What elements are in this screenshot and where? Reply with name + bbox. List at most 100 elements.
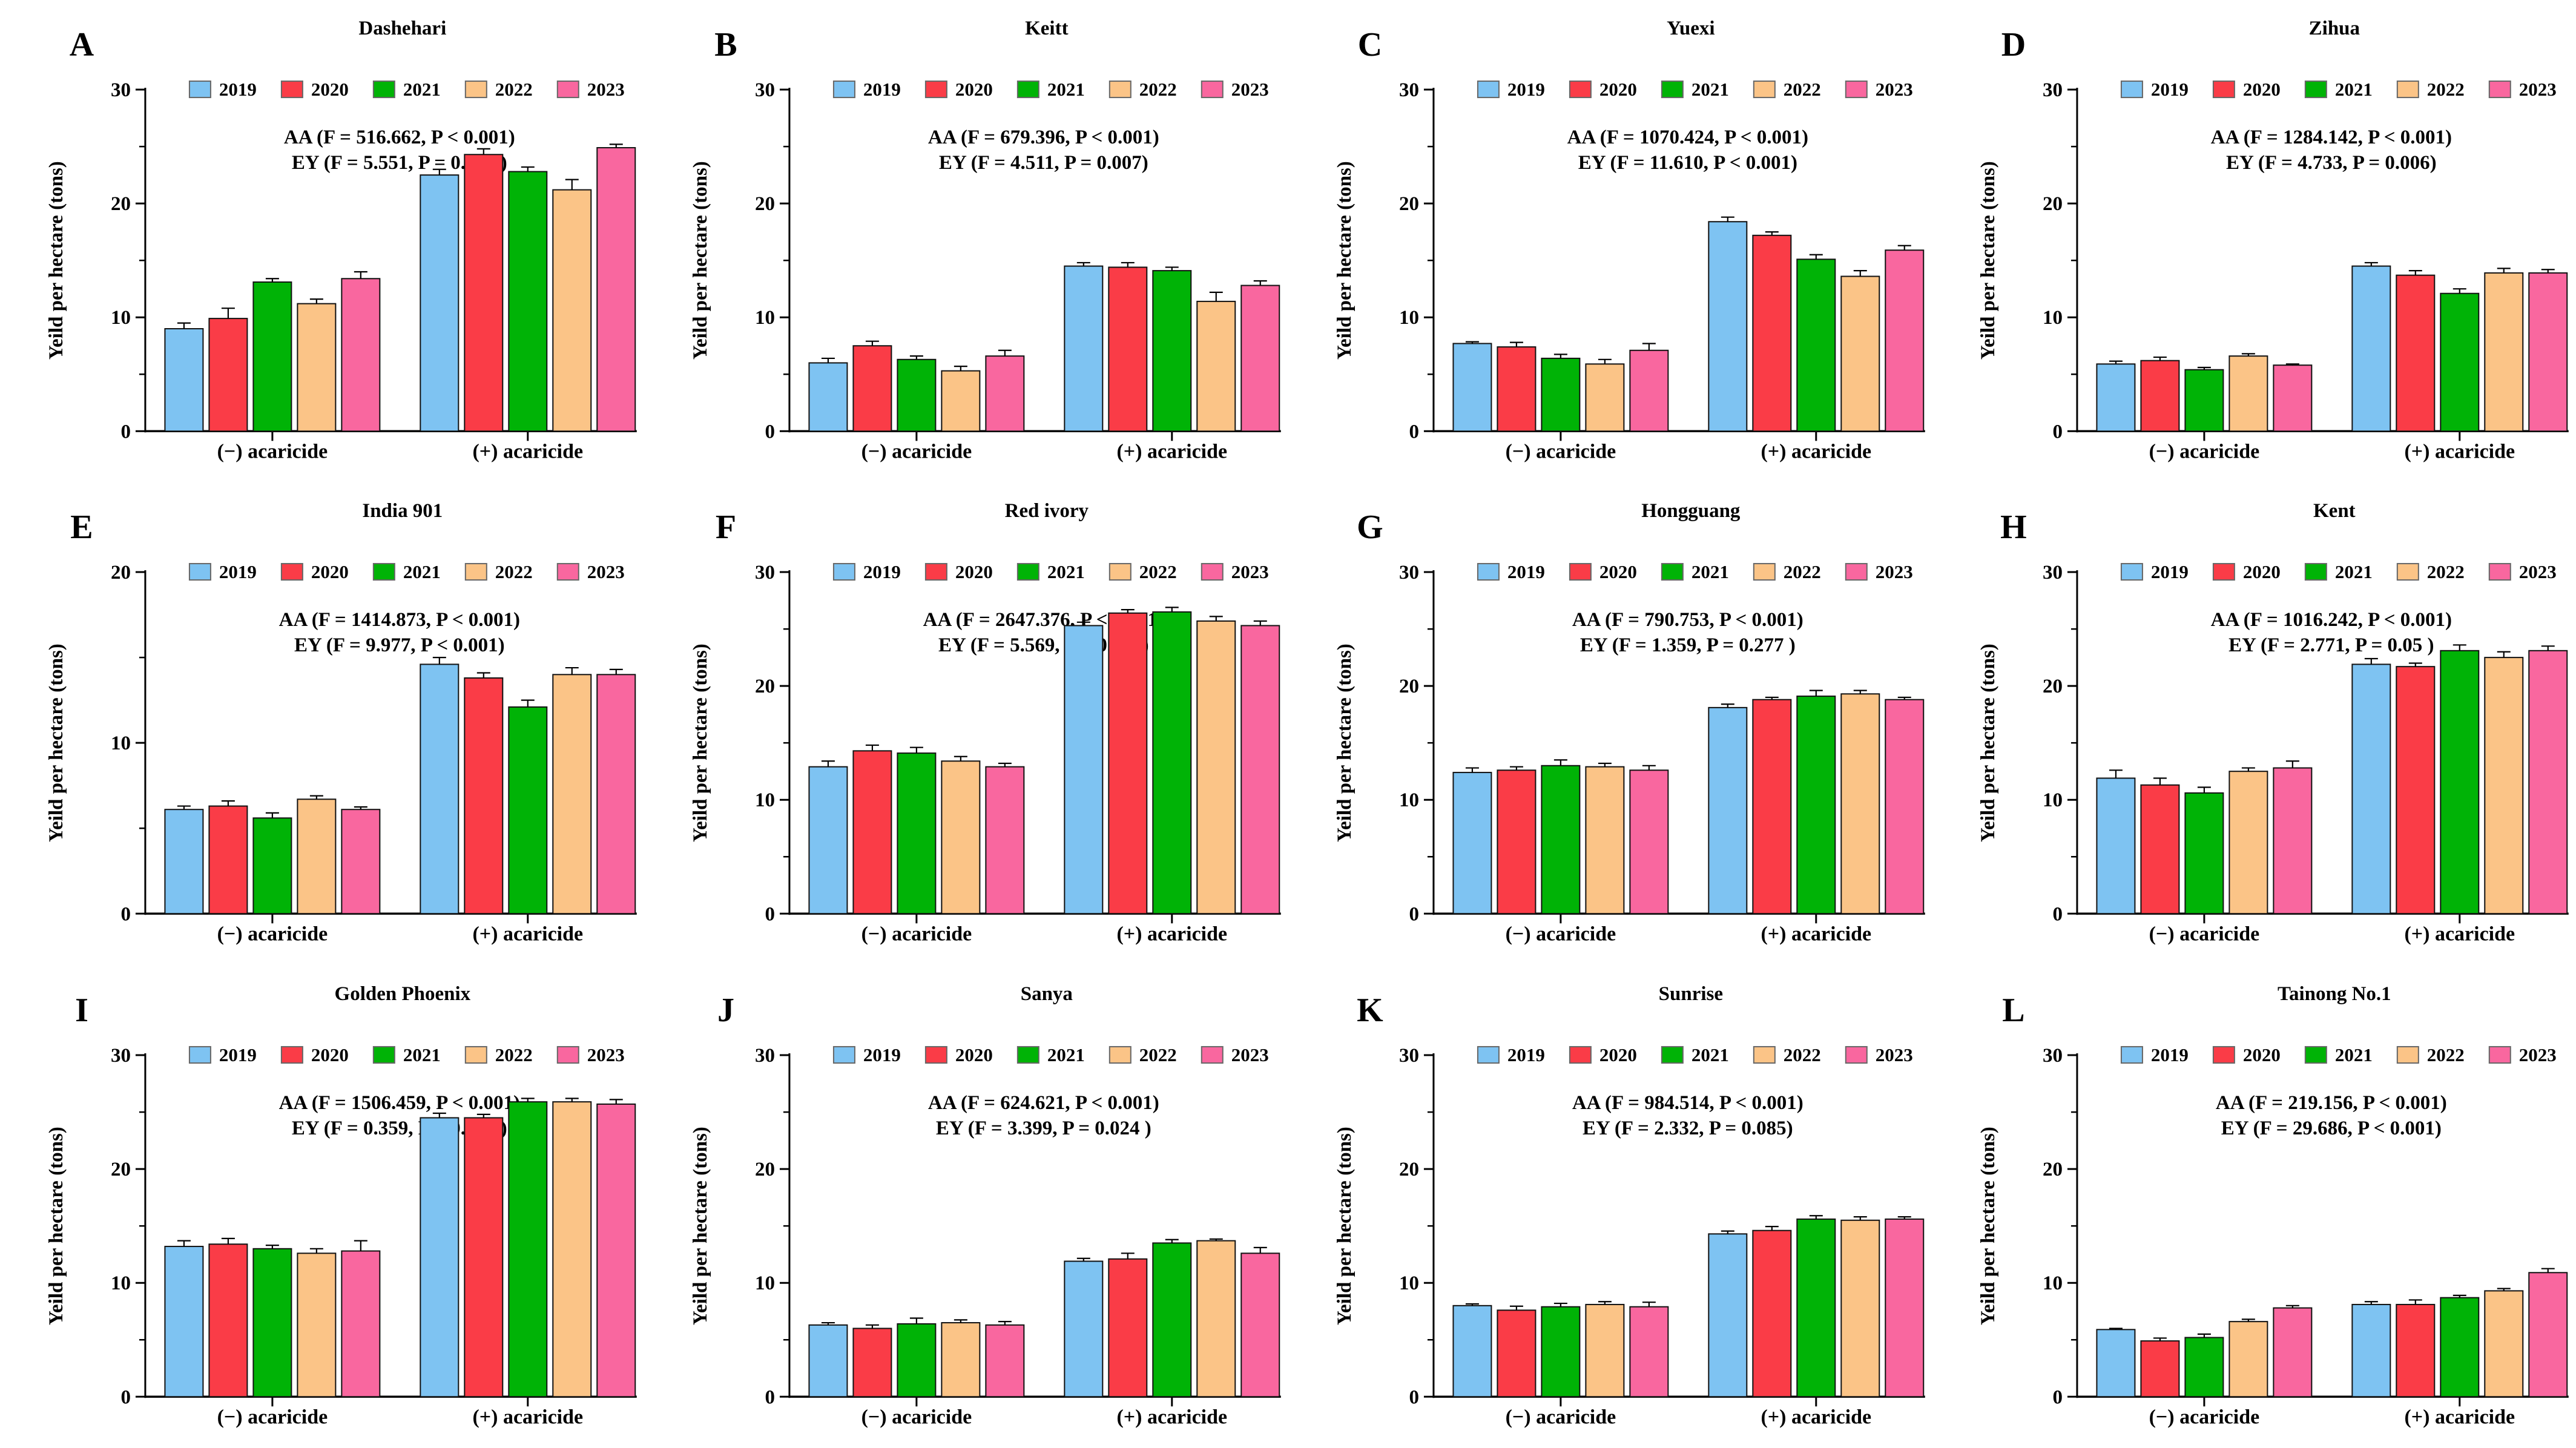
legend-label-2021: 2021 (403, 79, 441, 100)
bar-2023-plus (1240, 285, 1280, 432)
y-tick-label: 10 (755, 790, 775, 812)
legend-item-2020: 2020 (924, 79, 993, 100)
bar-2022-minus (1584, 1303, 1624, 1397)
x-category-label: (−) acaricide (861, 1406, 972, 1428)
legend-label-2023: 2023 (587, 561, 625, 582)
bar-2022-minus (1584, 363, 1624, 432)
legend-label-2023: 2023 (587, 1044, 625, 1065)
legend-item-2022: 2022 (1108, 79, 1177, 100)
y-tick-label: 20 (755, 193, 775, 215)
legend-item-2019: 2019 (2121, 79, 2189, 100)
legend-swatch-2022 (1108, 1045, 1132, 1064)
bar-2023-minus (2273, 1307, 2313, 1397)
y-tick-label: 30 (111, 79, 131, 101)
x-category-label: (−) acaricide (217, 440, 328, 462)
legend-swatch-2023 (1201, 1045, 1224, 1064)
legend: 2019 2020 2021 2022 2023 (188, 79, 625, 100)
y-axis-label: Yeild per hectare (tons) (1977, 161, 1999, 360)
legend-swatch-2021 (2305, 81, 2328, 99)
bar-2020-minus (852, 750, 892, 915)
legend-label-2022: 2022 (495, 561, 533, 582)
legend-swatch-2020 (924, 563, 947, 581)
bar-2023-plus (2528, 650, 2568, 915)
legend-item-2022: 2022 (1108, 1044, 1177, 1065)
legend-swatch-2022 (1753, 563, 1776, 581)
panel-title: India 901 (362, 500, 443, 522)
x-category-label: (+) acaricide (2405, 440, 2515, 462)
legend-label-2021: 2021 (2335, 79, 2373, 100)
legend-swatch-2022 (1753, 1045, 1776, 1064)
bar-2021-minus (2184, 369, 2224, 432)
bar-2021-minus (897, 358, 937, 432)
bar-2023-minus (2273, 364, 2313, 432)
bar-2021-minus (2184, 1337, 2224, 1397)
bar-2023-plus (2528, 272, 2568, 432)
legend-item-2023: 2023 (1845, 79, 1912, 100)
legend-label-2022: 2022 (2427, 79, 2465, 100)
legend-item-2019: 2019 (188, 1044, 257, 1065)
bar-2020-minus (852, 1328, 892, 1397)
panel-G-chart: G Hongguang 2019 2020 2021 2022 2023 AA (F = 79… (1333, 500, 1925, 946)
panel-L: L Tainong No.1 2019 2020 2021 2022 2023 AA (F =… (1932, 966, 2576, 1448)
x-category-label: (−) acaricide (2149, 1406, 2260, 1428)
x-category-label: (+) acaricide (1761, 1406, 1871, 1428)
legend-label-2022: 2022 (2427, 1044, 2465, 1065)
legend-item-2021: 2021 (2305, 79, 2373, 100)
panel-title: Golden Phoenix (335, 983, 471, 1005)
legend-label-2021: 2021 (1691, 1044, 1728, 1065)
legend-item-2021: 2021 (372, 79, 441, 100)
legend-swatch-2022 (2397, 1045, 2420, 1064)
bar-2023-minus (985, 355, 1025, 432)
legend-label-2019: 2019 (1507, 1044, 1544, 1065)
bar-2023-plus (596, 1103, 636, 1397)
y-tick-label: 30 (111, 1045, 131, 1067)
legend-swatch-2019 (1477, 1045, 1500, 1064)
legend-item-2020: 2020 (924, 1044, 993, 1065)
legend-item-2022: 2022 (1753, 1044, 1820, 1065)
bar-2019-minus (1452, 772, 1492, 915)
bar-2022-minus (2228, 1320, 2268, 1397)
bar-2022-plus (2484, 657, 2524, 915)
legend: 2019 2020 2021 2022 2023 (2121, 1044, 2557, 1065)
panel-H-chart: H Kent 2019 2020 2021 2022 2023 AA (F = 1016.24… (1977, 500, 2569, 946)
legend-item-2020: 2020 (2213, 561, 2281, 582)
legend-label-2023: 2023 (2519, 1044, 2557, 1065)
legend-swatch-2020 (924, 81, 947, 99)
legend-label-2022: 2022 (1139, 79, 1177, 100)
legend-item-2019: 2019 (2121, 561, 2189, 582)
bar-2020-plus (464, 1117, 504, 1397)
bar-2021-plus (2440, 1297, 2480, 1397)
legend-swatch-2020 (1569, 563, 1592, 581)
legend-label-2020: 2020 (2243, 1044, 2281, 1065)
panel-I: I Golden Phoenix 2019 2020 2021 2022 2023 AA (F… (0, 966, 644, 1448)
legend-swatch-2019 (2121, 81, 2144, 99)
legend-swatch-2023 (1845, 81, 1868, 99)
legend-item-2022: 2022 (464, 79, 533, 100)
x-category-label: (+) acaricide (1116, 923, 1227, 946)
y-axis-label: Yeild per hectare (tons) (1977, 1127, 1999, 1325)
y-tick-label: 20 (2043, 193, 2063, 215)
y-tick-label: 20 (111, 562, 131, 584)
bar-2023-minus (1629, 1306, 1668, 1397)
legend-swatch-2023 (2489, 81, 2512, 99)
y-tick-label: 30 (1398, 1045, 1418, 1067)
legend-swatch-2021 (372, 563, 395, 581)
legend-item-2023: 2023 (1201, 79, 1269, 100)
y-tick-label: 0 (1409, 904, 1418, 926)
stats-line-1: AA (F = 624.621, P < 0.001) (928, 1092, 1159, 1114)
y-axis-label: Yeild per hectare (tons) (1333, 644, 1355, 843)
legend-label-2019: 2019 (2151, 1044, 2189, 1065)
bar-2023-plus (596, 674, 636, 915)
panel-title: Tainong No.1 (2278, 983, 2391, 1005)
x-category-label: (−) acaricide (2149, 440, 2260, 462)
legend: 2019 2020 2021 2022 2023 (1477, 79, 1912, 100)
x-category-label: (−) acaricide (2149, 923, 2260, 946)
y-tick-label: 0 (120, 421, 130, 443)
bar-2020-plus (2396, 274, 2436, 432)
panel-J-chart: J Sanya 2019 2020 2021 2022 2023 AA (F = 624.62… (690, 983, 1281, 1428)
panel-title: Keitt (1025, 18, 1068, 39)
bar-2022-plus (2484, 1290, 2524, 1397)
panel-title: Yuexi (1667, 18, 1715, 39)
x-category-label: (+) acaricide (1116, 440, 1227, 462)
legend-item-2021: 2021 (1016, 561, 1085, 582)
